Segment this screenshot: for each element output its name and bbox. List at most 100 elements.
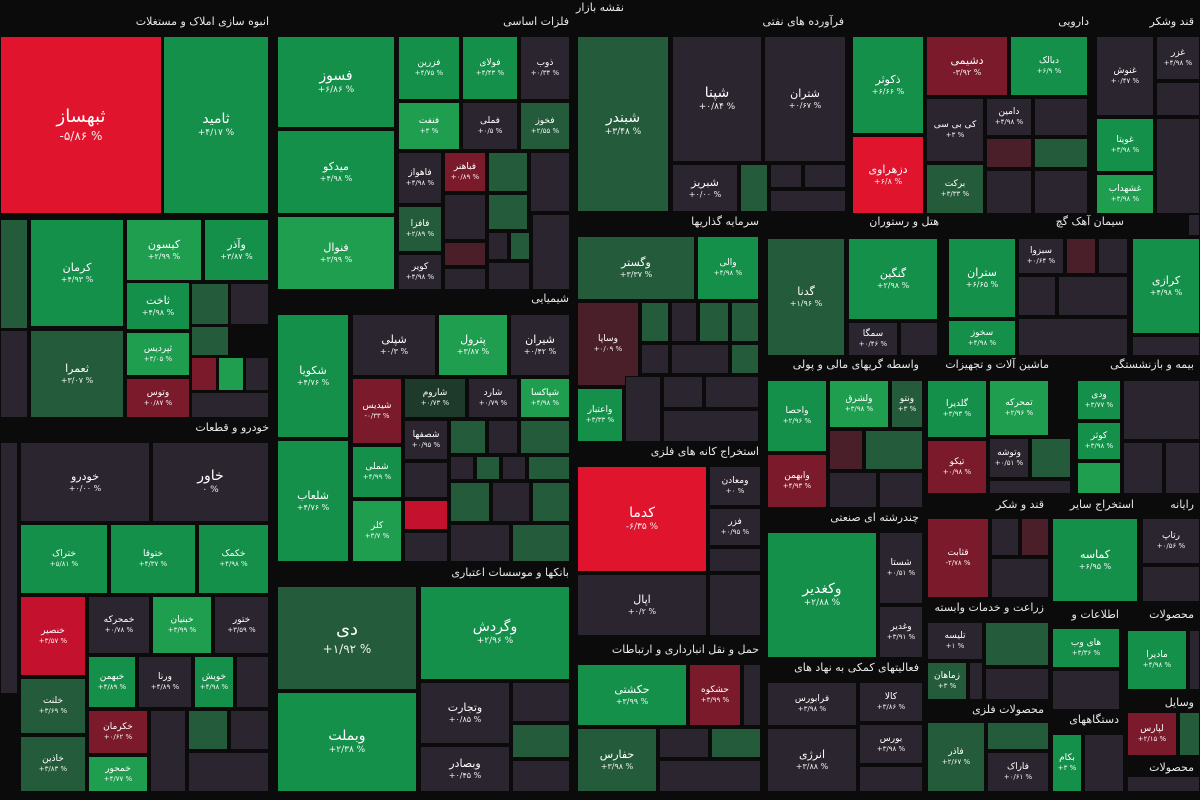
- stock-tile-small[interactable]: [450, 524, 510, 562]
- stock-tile[interactable]: ومعادن +۰ %: [709, 466, 761, 506]
- stock-tile-small[interactable]: [1021, 518, 1049, 556]
- stock-tile[interactable]: شتران +۰/۶۷ %: [764, 36, 846, 162]
- stock-tile-small[interactable]: [150, 710, 186, 792]
- sector-header[interactable]: ماشین آلات و تجهیزات: [945, 358, 1049, 371]
- stock-tile-small[interactable]: [709, 548, 761, 572]
- sector-header[interactable]: استخراج کانه های فلزی: [650, 445, 759, 458]
- stock-tile[interactable]: خکرمان +۰/۶۲ %: [88, 710, 148, 754]
- stock-tile[interactable]: دبالک +۶/۹ %: [1010, 36, 1088, 96]
- stock-tile-small[interactable]: [404, 532, 448, 562]
- stock-tile[interactable]: ثبهساز -۵/۸۶ %: [0, 36, 162, 214]
- stock-tile[interactable]: کماسه +۶/۹۵ %: [1052, 518, 1138, 602]
- stock-tile[interactable]: فافزا +۲/۸۹ %: [398, 206, 442, 252]
- stock-tile-small[interactable]: [1034, 170, 1088, 214]
- stock-tile[interactable]: اپال +۰/۲ %: [577, 574, 707, 636]
- stock-tile[interactable]: فزر +۰/۹۵ %: [709, 508, 761, 546]
- stock-tile[interactable]: کدما -۶/۳۵ %: [577, 466, 707, 572]
- stock-tile[interactable]: واعتبار +۳/۳۳ %: [577, 388, 623, 442]
- stock-tile-small[interactable]: [1142, 566, 1200, 602]
- sector-header[interactable]: محصولات: [1149, 608, 1194, 621]
- stock-tile[interactable]: ثپردیس +۳/۰۵ %: [126, 332, 190, 376]
- stock-tile-small[interactable]: [671, 344, 729, 374]
- sector-header[interactable]: زراعت و خدمات وابسته: [934, 601, 1044, 614]
- stock-tile-small[interactable]: [986, 138, 1032, 168]
- stock-tile-small[interactable]: [770, 164, 802, 188]
- stock-tile-small[interactable]: [1077, 462, 1121, 494]
- stock-tile-small[interactable]: [1034, 98, 1088, 136]
- stock-tile[interactable]: غنوش +۰/۴۷ %: [1096, 36, 1154, 116]
- stock-tile[interactable]: ورنا +۴/۸۹ %: [138, 656, 192, 708]
- stock-tile[interactable]: پترول +۳/۸۷ %: [438, 314, 508, 376]
- sector-header[interactable]: استخراج سایر: [1069, 498, 1134, 511]
- stock-tile[interactable]: قثابت -۲/۷۸ %: [927, 518, 989, 598]
- stock-tile-small[interactable]: [0, 442, 18, 694]
- stock-tile[interactable]: وابهمن +۴/۹۳ %: [767, 454, 827, 508]
- stock-tile-small[interactable]: [859, 766, 923, 792]
- stock-tile-small[interactable]: [659, 728, 709, 758]
- stock-tile[interactable]: والی +۴/۹۸ %: [697, 236, 759, 300]
- sector-header[interactable]: وسایل: [1164, 696, 1194, 709]
- stock-tile[interactable]: فاراک +۰/۶۱ %: [987, 752, 1049, 792]
- stock-tile-small[interactable]: [1132, 336, 1200, 356]
- stock-tile-small[interactable]: [188, 752, 269, 792]
- stock-tile[interactable]: سخوز +۴/۹۸ %: [948, 320, 1016, 356]
- stock-tile-small[interactable]: [663, 410, 759, 442]
- sector-header[interactable]: خودرو و قطعات: [195, 421, 269, 434]
- stock-tile[interactable]: غزر +۴/۹۸ %: [1156, 36, 1200, 80]
- stock-tile[interactable]: شاروم +۰/۷۳ %: [404, 378, 466, 418]
- stock-tile[interactable]: شملی +۴/۹۹ %: [352, 446, 402, 498]
- stock-tile-small[interactable]: [985, 668, 1049, 700]
- stock-tile[interactable]: حشکوه +۳/۹۹ %: [689, 664, 741, 726]
- stock-tile[interactable]: فباهنر +۰/۸۹ %: [444, 152, 486, 192]
- stock-tile[interactable]: دامین +۴/۹۸ %: [986, 98, 1032, 136]
- stock-tile[interactable]: شپلی +۰/۳ %: [352, 314, 436, 376]
- stock-tile-small[interactable]: [191, 326, 229, 356]
- stock-tile-small[interactable]: [829, 430, 863, 470]
- stock-tile-small[interactable]: [969, 662, 983, 700]
- sector-header[interactable]: محصولات: [1149, 761, 1194, 774]
- sector-header[interactable]: قند و شکر: [995, 498, 1044, 511]
- stock-tile-small[interactable]: [520, 420, 570, 454]
- stock-tile-small[interactable]: [705, 376, 759, 408]
- stock-tile[interactable]: ثعمرا +۳/۰۷ %: [30, 330, 124, 418]
- stock-tile-small[interactable]: [731, 302, 759, 342]
- stock-tile[interactable]: خاور ۰ %: [152, 442, 269, 522]
- stock-tile[interactable]: دشیمی -۳/۹۲ %: [926, 36, 1008, 96]
- sector-header[interactable]: بانکها و موسسات اعتباری: [451, 566, 569, 579]
- stock-tile[interactable]: واحصا +۲/۹۶ %: [767, 380, 827, 452]
- stock-tile[interactable]: برکت +۳/۳۳ %: [926, 164, 984, 214]
- stock-tile[interactable]: بکام +۳ %: [1052, 734, 1082, 792]
- sector-header[interactable]: رایانه: [1170, 498, 1194, 511]
- stock-tile-small[interactable]: [245, 357, 269, 391]
- stock-tile-small[interactable]: [985, 622, 1049, 666]
- stock-tile[interactable]: فاذر +۲/۶۷ %: [927, 722, 985, 792]
- stock-tile-small[interactable]: [1098, 238, 1128, 274]
- stock-tile[interactable]: وبملت +۲/۳۸ %: [277, 692, 417, 792]
- stock-tile-small[interactable]: [528, 456, 570, 480]
- sector-header[interactable]: محصولات فلزی: [972, 703, 1044, 716]
- stock-tile[interactable]: فسوز +۶/۸۶ %: [277, 36, 395, 128]
- sector-header[interactable]: فلزات اساسی: [503, 15, 569, 28]
- stock-tile-small[interactable]: [450, 420, 486, 454]
- stock-tile-small[interactable]: [711, 728, 761, 758]
- stock-tile-small[interactable]: [488, 232, 508, 260]
- stock-tile[interactable]: گدنا +۱/۹۶ %: [767, 238, 845, 356]
- stock-tile-small[interactable]: [1123, 380, 1200, 440]
- stock-tile[interactable]: خمحور +۴/۷۷ %: [88, 756, 148, 792]
- stock-tile[interactable]: وگستر +۳/۳۷ %: [577, 236, 695, 300]
- stock-tile[interactable]: فاهواز +۴/۹۸ %: [398, 152, 442, 204]
- stock-tile[interactable]: مادیرا +۴/۹۸ %: [1127, 630, 1187, 690]
- stock-tile-small[interactable]: [530, 152, 570, 212]
- stock-tile-small[interactable]: [1179, 712, 1200, 756]
- stock-tile[interactable]: وتوس +۰/۸۷ %: [126, 378, 190, 418]
- stock-tile-small[interactable]: [1018, 318, 1128, 356]
- stock-tile-small[interactable]: [659, 760, 761, 792]
- stock-tile[interactable]: شیران +۰/۴۲ %: [510, 314, 570, 376]
- stock-tile[interactable]: ذوب +۰/۳۴ %: [520, 36, 570, 100]
- stock-tile-small[interactable]: [230, 283, 269, 325]
- stock-tile-small[interactable]: [532, 482, 570, 522]
- stock-tile-small[interactable]: [865, 430, 923, 470]
- stock-tile-small[interactable]: [740, 164, 768, 212]
- sector-header[interactable]: فعالیتهای کمکی به نهاد های: [794, 661, 919, 674]
- stock-tile-small[interactable]: [0, 219, 28, 329]
